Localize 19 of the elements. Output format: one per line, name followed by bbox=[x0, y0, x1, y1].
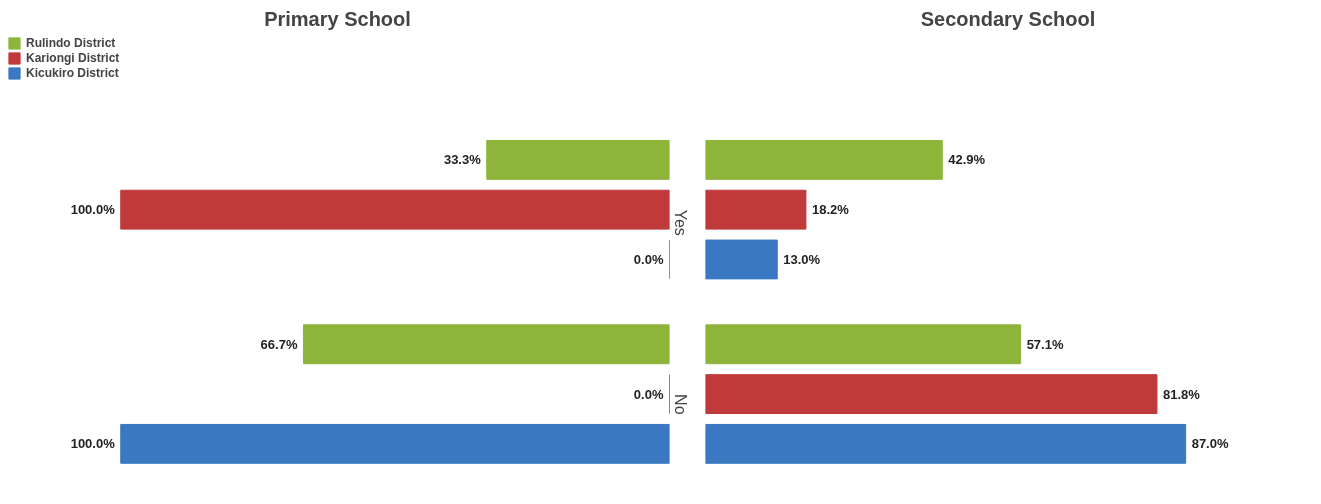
chart-title: Secondary School bbox=[920, 7, 1096, 30]
y-tick-label: Yes bbox=[672, 209, 689, 236]
y-tick-label: No bbox=[672, 394, 689, 415]
data-label: 66.7% bbox=[260, 336, 298, 352]
data-label: 81.8% bbox=[1162, 386, 1201, 402]
data-label: 42.9% bbox=[948, 152, 986, 168]
data-label: 100.0% bbox=[70, 202, 116, 218]
data-label: 0.0% bbox=[633, 386, 664, 402]
data-label: 87.0% bbox=[1191, 436, 1229, 452]
data-label: 33.3% bbox=[443, 152, 482, 168]
data-label: 13.0% bbox=[783, 251, 821, 267]
legend-label: Kariongi District bbox=[26, 51, 120, 65]
data-label: 0.0% bbox=[633, 251, 664, 267]
data-label: 18.2% bbox=[811, 202, 850, 218]
chart-title: Primary School bbox=[264, 7, 411, 30]
legend-label: Kicukiro District bbox=[26, 66, 119, 80]
data-label: 57.1% bbox=[1026, 336, 1064, 352]
data-label: 100.0% bbox=[70, 436, 116, 452]
legend-label: Rulindo District bbox=[26, 36, 116, 50]
